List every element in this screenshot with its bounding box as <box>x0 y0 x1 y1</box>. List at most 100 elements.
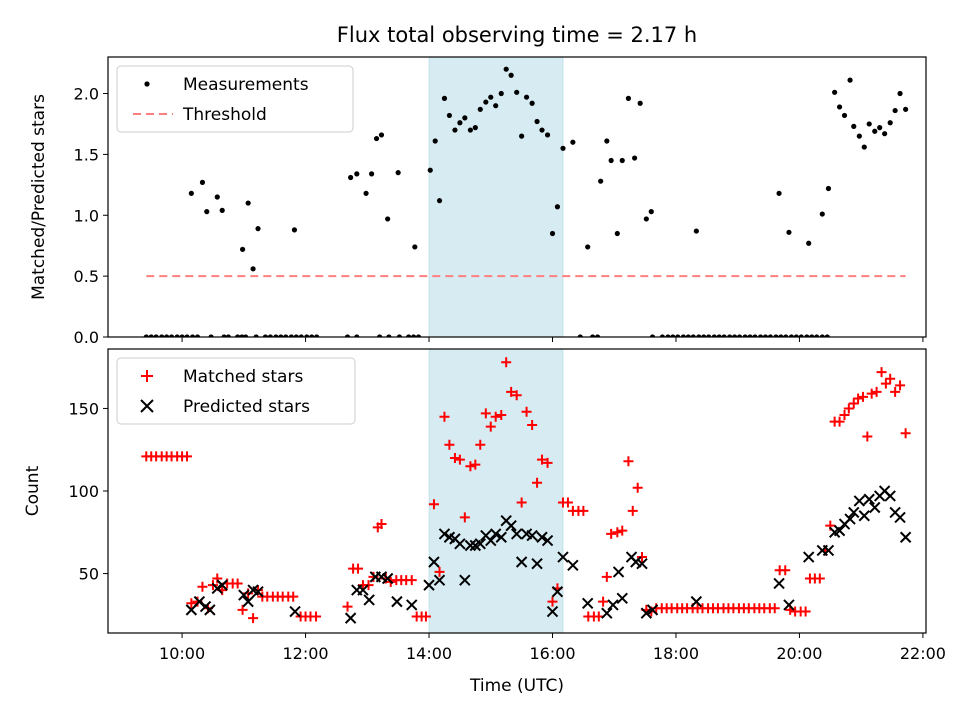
predicted-stars-point <box>464 539 477 552</box>
predicted-stars-point <box>433 574 446 586</box>
matched-stars-point <box>470 459 481 470</box>
matched-stars-point <box>532 477 543 488</box>
measurements-point <box>245 200 251 206</box>
predicted-stars-point <box>646 604 659 616</box>
measurements-point <box>716 334 722 337</box>
measurements-point <box>199 179 206 185</box>
matched-stars-point <box>542 457 553 468</box>
matched-stars-point <box>311 611 322 622</box>
matched-stars-point <box>834 416 845 427</box>
measurements-point <box>806 240 812 246</box>
predicted-stars-point <box>607 599 619 611</box>
predicted-stars-point <box>423 579 435 591</box>
predicted-stars-point <box>869 501 881 514</box>
measurements-point <box>608 157 614 164</box>
measurements-point <box>727 334 733 337</box>
legend-label-matched-stars: Matched stars <box>183 367 303 387</box>
measurements-point <box>767 334 774 337</box>
matched-stars-point <box>237 604 248 615</box>
measurements-point <box>204 209 210 215</box>
measurements-point <box>304 334 310 337</box>
matched-stars-point <box>434 566 445 577</box>
measurements-point <box>153 334 159 337</box>
y-axis-label: Matched/Predicted stars <box>29 94 49 300</box>
measurements-point <box>159 334 165 337</box>
matched-stars-point <box>516 497 527 508</box>
y-tick-label: 150 <box>68 399 99 418</box>
matched-stars-point <box>186 598 197 609</box>
measurements-point <box>819 334 825 337</box>
predicted-stars-point <box>357 584 369 596</box>
matched-stars-point <box>606 528 617 539</box>
measurements-point <box>452 127 458 133</box>
measurements-point <box>378 132 385 138</box>
predicted-stars-point <box>474 538 486 550</box>
predicted-stars-point <box>858 510 870 522</box>
measurements-point <box>590 334 596 337</box>
measurements-point <box>225 334 231 337</box>
matched-stars-point <box>342 601 353 612</box>
predicted-stars-point <box>612 566 625 578</box>
matched-stars-point <box>501 357 512 368</box>
measurements-point <box>396 334 402 337</box>
x-axis-label: Time (UTC) <box>469 676 564 696</box>
measurements-point <box>519 133 525 139</box>
y-tick-label: 50 <box>79 565 99 584</box>
predicted-stars-point <box>848 506 860 519</box>
predicted-stars-point <box>428 556 440 568</box>
measurements-point <box>604 138 610 144</box>
measurements-point <box>832 89 838 95</box>
predicted-stars-point <box>381 572 394 585</box>
data-layer <box>143 66 909 337</box>
measurements-point <box>253 334 259 337</box>
measurements-point <box>415 334 422 337</box>
measurements-point <box>309 334 315 337</box>
measurements-point <box>412 244 418 250</box>
measurements-point <box>523 94 530 100</box>
measurements-point <box>776 190 782 196</box>
measurements-point <box>892 107 898 114</box>
measurements-point <box>778 334 784 337</box>
measurements-point <box>824 334 830 337</box>
measurements-point <box>793 334 799 337</box>
measurements-point <box>168 334 175 337</box>
matched-stars-point <box>547 596 558 607</box>
matched-stars-point <box>527 419 538 430</box>
predicted-stars-point <box>242 595 254 608</box>
measurements-point <box>872 128 878 134</box>
measurements-point <box>373 135 380 142</box>
predicted-stars-point <box>238 589 250 601</box>
legend-box <box>116 357 356 425</box>
measurements-point <box>819 211 825 217</box>
predicted-stars-point <box>899 531 912 543</box>
measurements-point <box>809 334 815 337</box>
predicted-stars-point <box>894 511 906 524</box>
measurements-point <box>498 90 504 97</box>
matched-stars-point <box>612 527 623 538</box>
predicted-stars-point <box>505 519 517 532</box>
matched-stars-point <box>496 410 507 421</box>
predicted-stars-point <box>526 529 538 542</box>
measurements-point <box>897 90 903 97</box>
measurements-point <box>614 230 620 237</box>
measurements-point <box>690 334 696 337</box>
measurements-point <box>219 207 225 213</box>
matched-stars-point <box>511 390 522 401</box>
predicted-stars-point <box>363 594 375 606</box>
predicted-stars-point <box>406 599 418 611</box>
matched-stars-point <box>368 571 379 582</box>
measurements-point <box>711 334 717 337</box>
measurements-point <box>488 94 494 100</box>
matched-stars-point <box>480 408 491 419</box>
legend-marker-measurements <box>144 81 150 87</box>
measurements-point <box>747 334 753 337</box>
matched-stars-point <box>876 367 887 378</box>
predicted-stars-point <box>783 599 795 611</box>
measurements-point <box>665 334 671 337</box>
predicted-stars-point <box>289 605 301 618</box>
measurements-point <box>467 127 473 133</box>
matched-stars-point <box>449 452 460 463</box>
measurements-point <box>554 204 561 210</box>
predicted-stars-point <box>773 577 785 590</box>
measurements-point <box>701 334 707 337</box>
